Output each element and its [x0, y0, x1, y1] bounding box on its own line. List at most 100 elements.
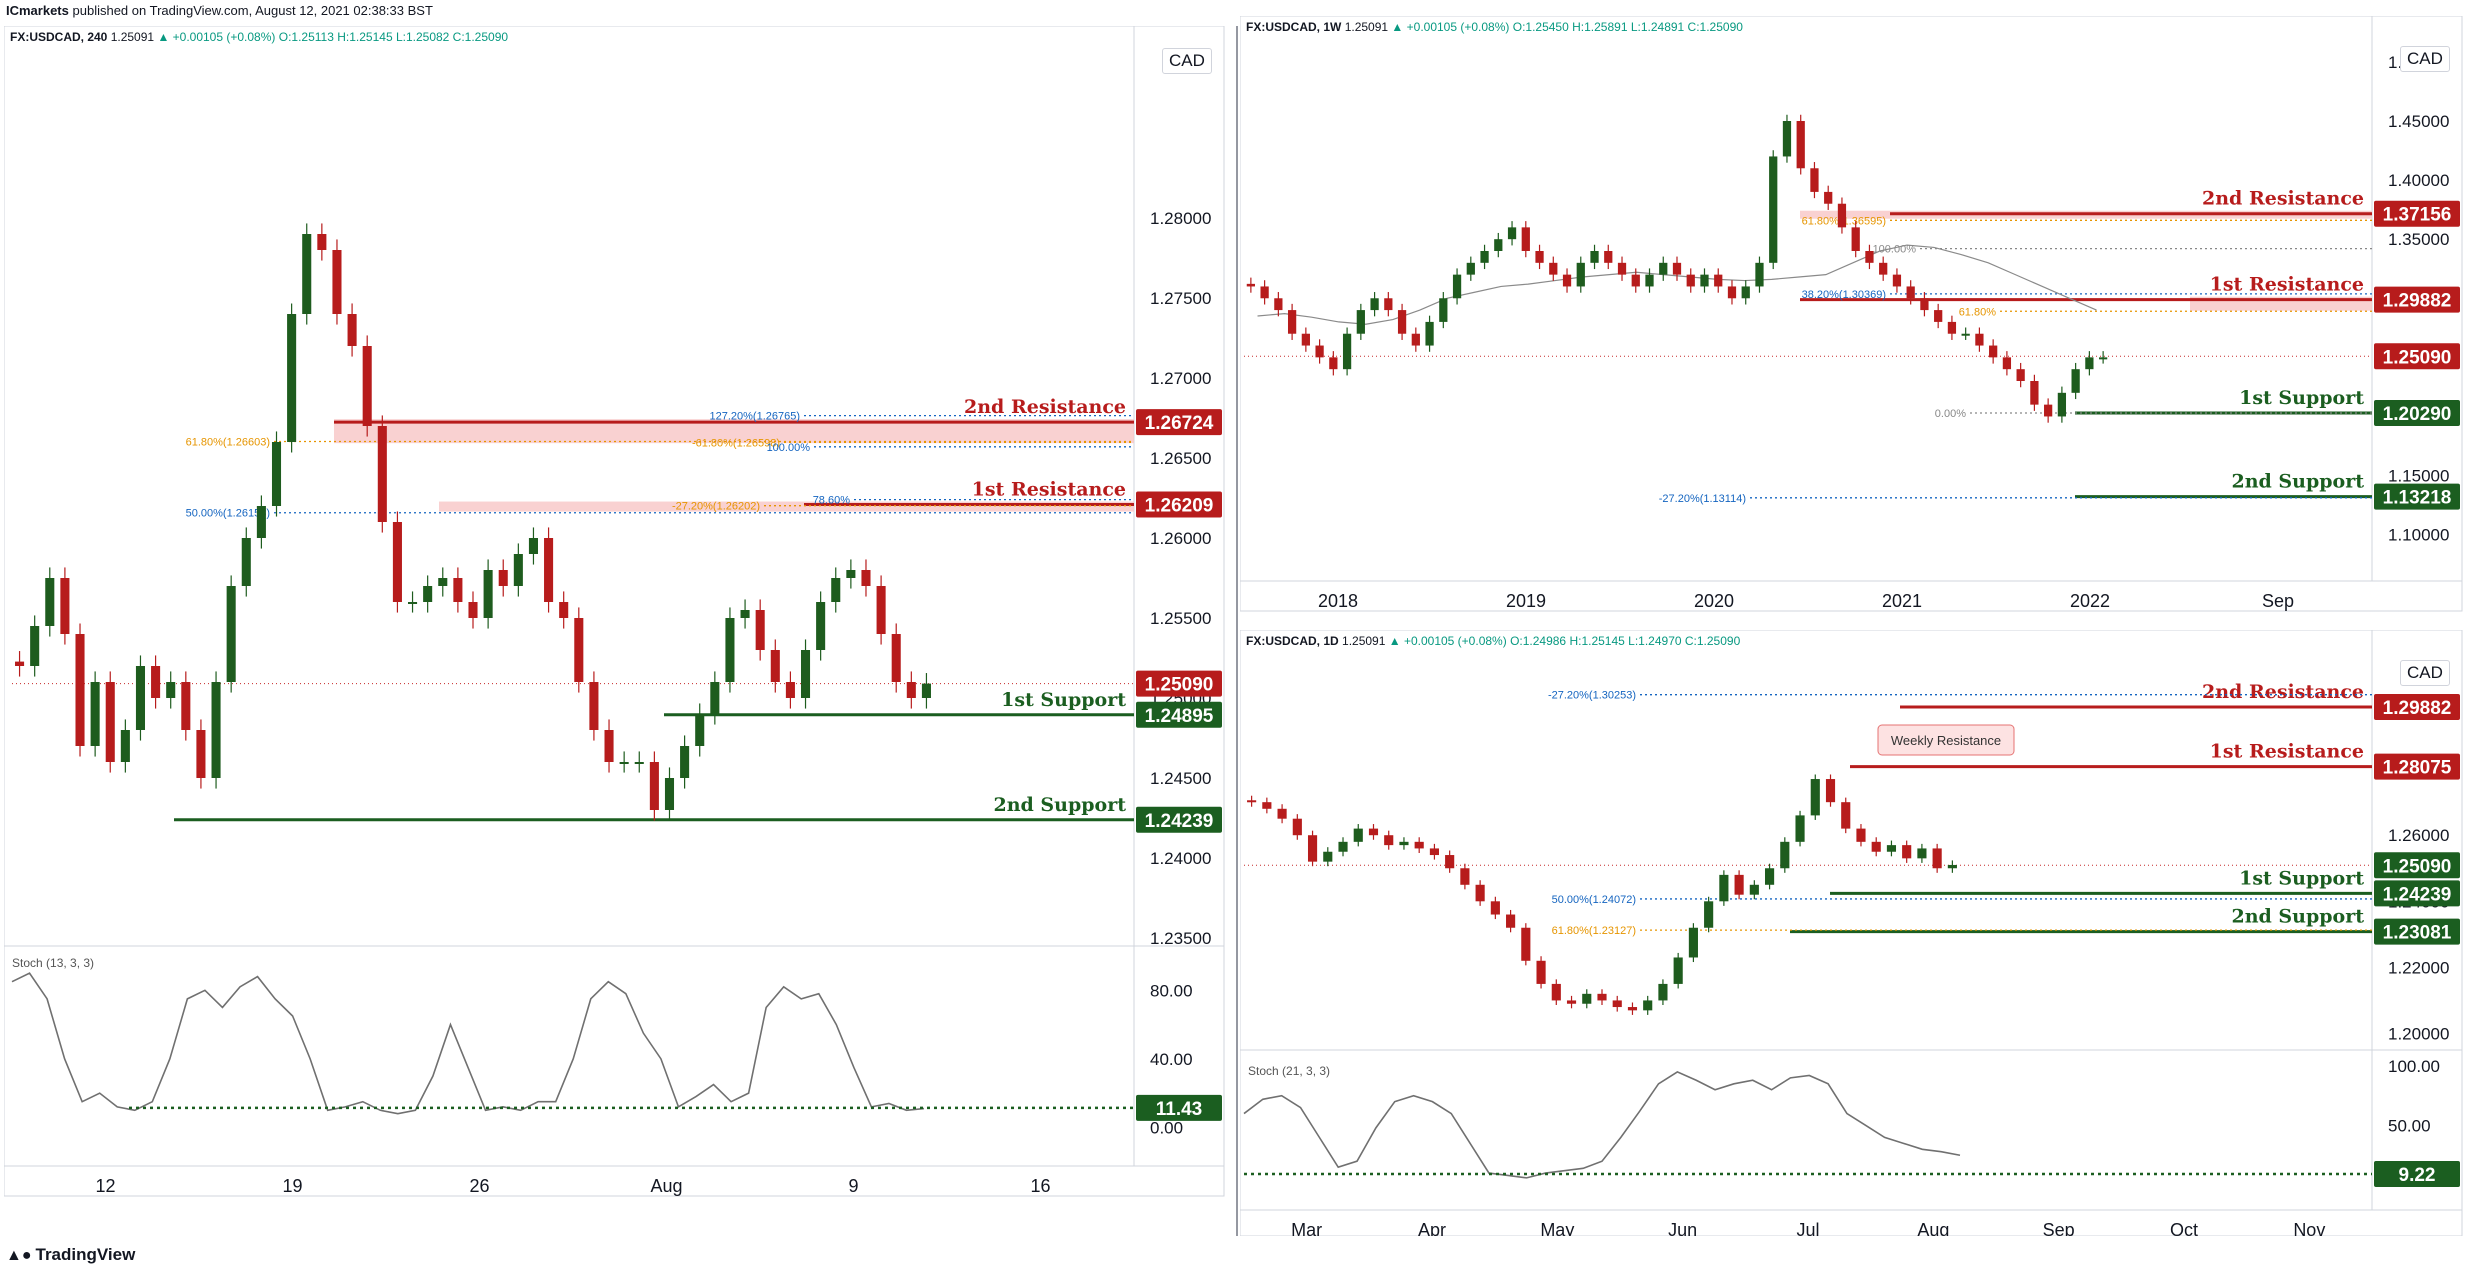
panel-d1[interactable]: FX:USDCAD, 1D 1.25091 ▲ +0.00105 (+0.08%… — [1240, 630, 2470, 1236]
footer-brand[interactable]: ▲● TradingView — [6, 1245, 135, 1265]
candle — [906, 682, 916, 698]
candle — [1507, 227, 1517, 240]
current-price-box — [2374, 343, 2460, 370]
fib-label: 100.00% — [767, 442, 811, 454]
candle — [1301, 333, 1310, 346]
level-price-box — [2374, 400, 2460, 427]
publish-info: published on TradingView.com, August 12,… — [72, 3, 433, 18]
h4-chart-svg[interactable]: 1.235001.240001.245001.250001.255001.260… — [4, 26, 1234, 1236]
candle — [861, 570, 871, 586]
candle — [423, 586, 433, 602]
candle — [2016, 369, 2025, 381]
candle — [1727, 286, 1737, 299]
candle — [1551, 983, 1561, 1001]
w1-change: ▲ +0.00105 (+0.08%) — [1391, 20, 1510, 34]
level-price-box — [1136, 491, 1222, 518]
candle — [1719, 874, 1729, 902]
level-price-label: 1.24895 — [1145, 706, 1214, 727]
current-price-box — [2374, 852, 2460, 879]
candle — [544, 538, 554, 602]
candle — [1466, 262, 1475, 275]
h4-price: 1.25091 — [110, 30, 155, 44]
candle — [1917, 848, 1927, 859]
candle — [1989, 345, 1998, 358]
stochastic-value-label: 11.43 — [1156, 1099, 1203, 1120]
candle — [377, 426, 387, 522]
candle — [664, 778, 675, 810]
candle — [1315, 345, 1324, 358]
fib-label: 50.00%(1.26158) — [186, 508, 270, 520]
osc-tick-label: 40.00 — [1150, 1050, 1193, 1069]
h4-currency-badge[interactable]: CAD — [1162, 48, 1212, 74]
level-price-label: 1.24239 — [2383, 884, 2452, 905]
candle — [1856, 828, 1866, 842]
candle — [891, 634, 901, 682]
time-tick-label: May — [1540, 1220, 1574, 1236]
level-name-label: 1st Resistance — [2210, 741, 2364, 763]
panel-h4[interactable]: FX:USDCAD, 240 1.25091 ▲ +0.00105 (+0.08… — [4, 26, 1234, 1236]
osc-tick-label: 80.00 — [1150, 981, 1193, 1000]
time-tick-label: Apr — [1418, 1220, 1446, 1236]
d1-change: ▲ +0.00105 (+0.08%) — [1388, 634, 1507, 648]
level-price-box — [1136, 409, 1222, 436]
w1-chart-svg[interactable]: 1.100001.150001.200001.250001.300001.350… — [1240, 16, 2470, 628]
candle — [1287, 310, 1297, 334]
candle — [1260, 286, 1269, 299]
candle — [921, 683, 931, 698]
d1-currency-badge[interactable]: CAD — [2400, 660, 2450, 686]
level-name-label: 2nd Support — [2232, 471, 2365, 493]
level-price-label: 1.29882 — [2383, 291, 2452, 312]
tradingview-logo-icon: ▲● — [6, 1247, 32, 1264]
level-price-label: 1.26209 — [1145, 496, 1214, 517]
fib-label: -27.20%(1.13114) — [1659, 493, 1746, 505]
time-tick-label: Mar — [1291, 1220, 1322, 1236]
w1-price: 1.25091 — [1344, 20, 1389, 34]
candle — [15, 661, 25, 666]
h4-title: FX:USDCAD, 240 1.25091 ▲ +0.00105 (+0.08… — [10, 30, 508, 44]
level-price-label: 1.20290 — [2383, 404, 2452, 425]
candle — [1688, 927, 1698, 958]
candle — [2099, 357, 2108, 360]
stochastic-line — [11, 972, 925, 1115]
stochastic-line — [1243, 1071, 1961, 1179]
fib-label: 127.20%(1.26765) — [709, 411, 800, 423]
level-price-box — [2374, 753, 2460, 780]
time-tick-label: 12 — [95, 1176, 115, 1196]
level-price-label: 1.24239 — [1145, 811, 1214, 832]
candle — [1597, 993, 1607, 1001]
fib-label: -27.20%(1.26202) — [672, 501, 760, 513]
candle — [1338, 841, 1348, 852]
price-tick-label: 1.24000 — [1150, 849, 1211, 868]
candle — [559, 602, 569, 618]
author-name[interactable]: ICmarkets — [6, 3, 69, 18]
w1-currency-badge[interactable]: CAD — [2400, 46, 2450, 72]
panel-divider[interactable] — [1236, 26, 1238, 1236]
candle — [1741, 286, 1750, 299]
candle — [1975, 333, 1984, 346]
candle — [438, 578, 448, 586]
candle — [1824, 191, 1833, 204]
level-name-label: 2nd Resistance — [964, 396, 1126, 418]
osc-tick-label: 0.00 — [1150, 1118, 1183, 1137]
stochastic-value-box — [2374, 1161, 2460, 1188]
price-tick-label: 1.23500 — [1150, 929, 1211, 948]
candle — [75, 634, 85, 746]
candle — [1475, 884, 1485, 902]
candle — [392, 522, 402, 602]
panel-w1[interactable]: FX:USDCAD, 1W 1.25091 ▲ +0.00105 (+0.08%… — [1240, 16, 2470, 628]
w1-ohlc: O:1.25450 H:1.25891 L:1.24891 C:1.25090 — [1512, 20, 1743, 34]
level-price-box — [2374, 918, 2460, 945]
candle — [1673, 957, 1683, 984]
price-tick-label: 1.35000 — [2388, 230, 2449, 249]
level-price-label: 1.28075 — [2383, 758, 2452, 779]
candle — [1871, 841, 1881, 852]
candle — [45, 578, 55, 626]
candle — [453, 578, 463, 602]
level-price-box — [2374, 286, 2460, 313]
candle — [1356, 310, 1365, 334]
d1-chart-svg[interactable]: 1.200001.220001.240001.26000MarAprMayJun… — [1240, 630, 2470, 1236]
candle — [1411, 333, 1420, 346]
candle — [574, 618, 584, 682]
fib-label: 38.20%(1.30369) — [1802, 289, 1886, 301]
annotation-box — [1877, 724, 2015, 756]
